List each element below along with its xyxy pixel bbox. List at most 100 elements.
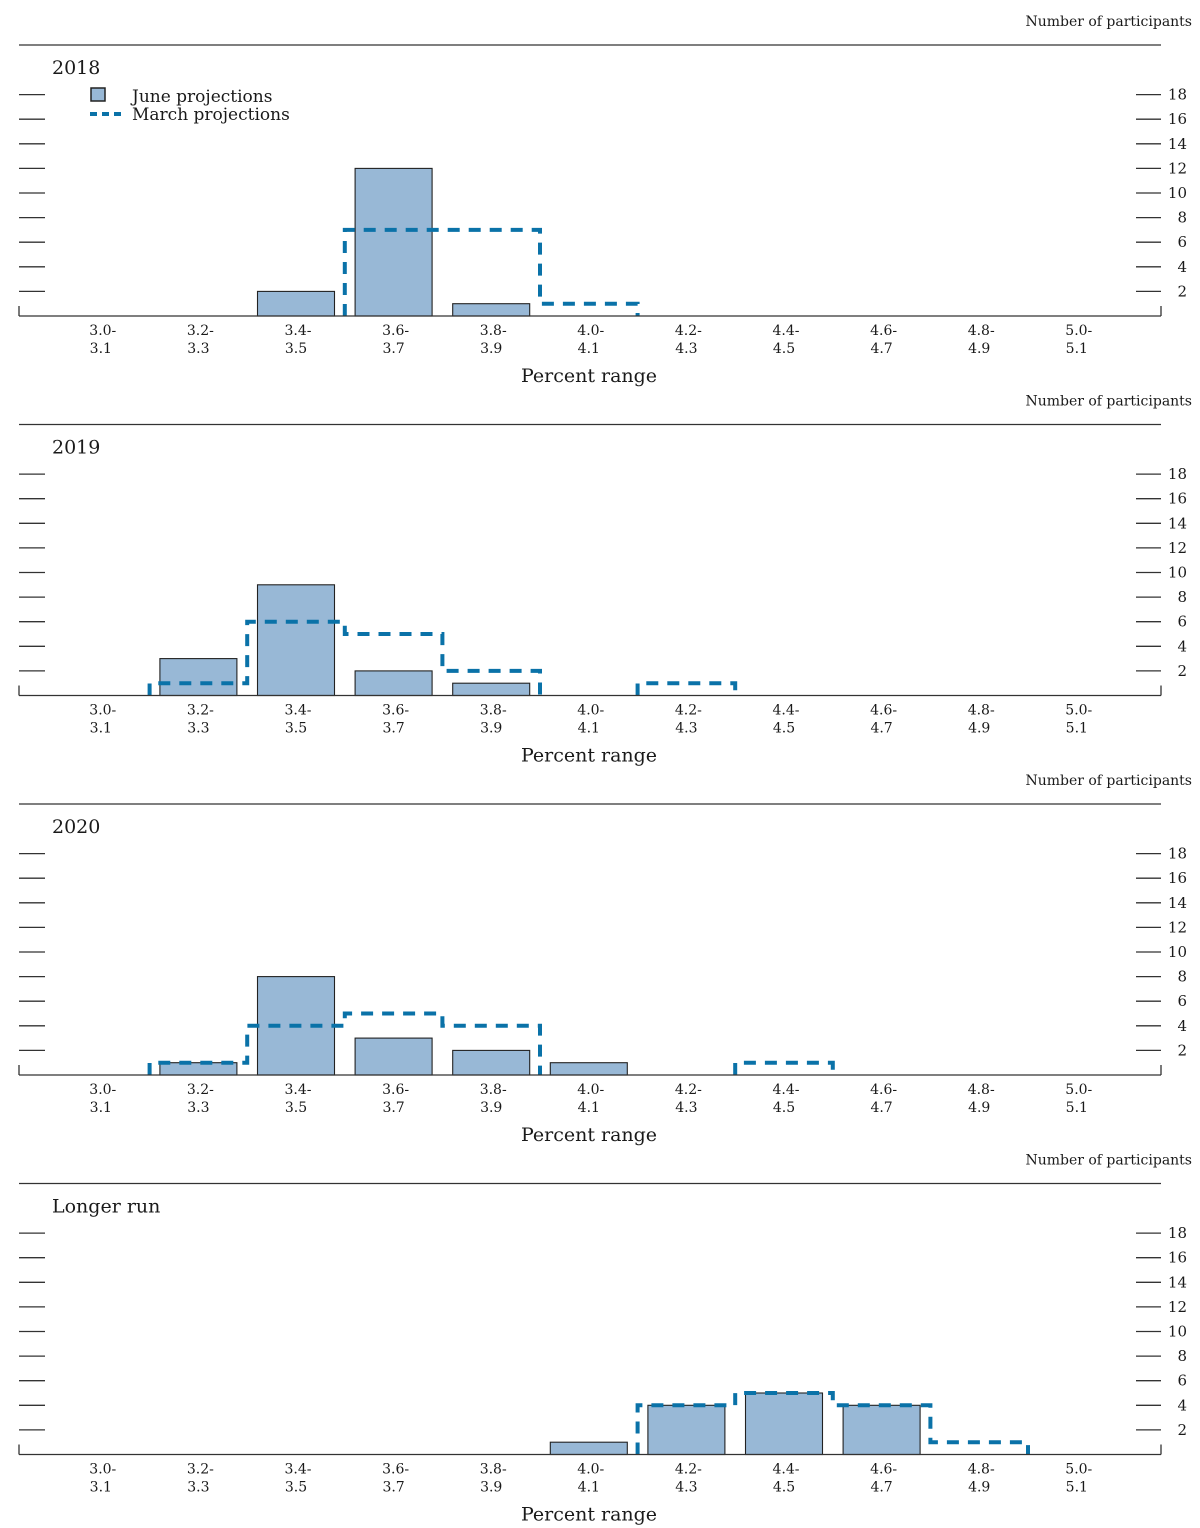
x-tick-label-top: 4.0-: [577, 1462, 604, 1478]
y-tick-label: 6: [1177, 992, 1187, 1010]
y-tick-label: 12: [1168, 159, 1187, 177]
x-tick-label-top: 5.0-: [1065, 1082, 1092, 1098]
x-tick-label-bottom: 4.7: [870, 721, 892, 737]
x-tick-label-bottom: 3.9: [480, 341, 502, 357]
x-tick-label-bottom: 3.9: [480, 1480, 502, 1496]
x-tick-label-bottom: 4.3: [675, 721, 697, 737]
panel-title: Longer run: [52, 1196, 160, 1218]
y-tick-label: 14: [1168, 1273, 1187, 1291]
y-tick-label: 16: [1168, 110, 1187, 128]
y-tick-label: 12: [1168, 1298, 1187, 1316]
x-tick-label-top: 4.0-: [577, 323, 604, 339]
x-tick-label-bottom: 3.9: [480, 1100, 502, 1116]
x-tick-label-bottom: 3.1: [90, 721, 112, 737]
june-bar-3.4-3.5: [256, 290, 336, 317]
x-tick-label-top: 3.2-: [187, 1082, 214, 1098]
june-bar-3.6-3.7: [354, 1037, 433, 1076]
x-tick-label-top: 4.6-: [870, 1082, 897, 1098]
x-tick-label-top: 4.0-: [577, 1082, 604, 1098]
x-tick-label-bottom: 3.3: [187, 721, 209, 737]
x-tick-label-top: 4.4-: [773, 703, 800, 719]
x-tick-label-top: 4.0-: [577, 703, 604, 719]
x-tick-label-bottom: 5.1: [1066, 341, 1088, 357]
y-tick-label: 18: [1168, 845, 1187, 863]
x-tick-label-bottom: 4.7: [870, 1480, 892, 1496]
y-tick-label: 2: [1177, 662, 1187, 680]
x-tick-label-top: 4.2-: [675, 1462, 702, 1478]
x-tick-label-bottom: 3.1: [90, 341, 112, 357]
x-tick-label-bottom: 3.3: [187, 341, 209, 357]
x-tick-label-bottom: 4.9: [968, 721, 990, 737]
x-axis-title: Percent range: [521, 1124, 657, 1146]
x-tick-label-bottom: 5.1: [1066, 1100, 1088, 1116]
june-bar-3.8-3.9: [452, 682, 531, 697]
march-projection-line: [635, 681, 738, 696]
panel-title: 2018: [52, 57, 100, 79]
x-tick-label-top: 5.0-: [1065, 1462, 1092, 1478]
x-tick-label-top: 4.2-: [675, 703, 702, 719]
y-tick-label: 12: [1168, 539, 1187, 557]
y-tick-label: 16: [1168, 1249, 1187, 1267]
x-tick-label-bottom: 4.5: [773, 1100, 795, 1116]
x-tick-label-bottom: 4.5: [773, 721, 795, 737]
y-tick-label: 8: [1177, 209, 1187, 227]
x-tick-label-top: 3.6-: [382, 1462, 409, 1478]
y-tick-label: 6: [1177, 613, 1187, 631]
x-tick-label-top: 3.0-: [89, 1082, 116, 1098]
x-tick-label-bottom: 3.5: [285, 1480, 307, 1496]
x-tick-label-top: 3.4-: [285, 703, 312, 719]
y-tick-label: 6: [1177, 233, 1187, 251]
y-tick-label: 14: [1168, 894, 1187, 912]
y-tick-label: 4: [1177, 1396, 1187, 1414]
march-projection-line: [733, 1060, 835, 1075]
march-projection-line: [342, 227, 640, 316]
x-tick-label-top: 4.8-: [968, 323, 995, 339]
x-tick-label-bottom: 3.3: [187, 1480, 209, 1496]
chart-panel-2: Number of participants 2020 2 4 6 8 10 12 14 16 18…: [18, 773, 1192, 1146]
x-tick-label-bottom: 3.5: [285, 341, 307, 357]
y-tick-label: 18: [1168, 1224, 1187, 1242]
x-tick-label-top: 4.4-: [773, 323, 800, 339]
x-tick-label-bottom: 3.5: [285, 721, 307, 737]
y-tick-label: 14: [1168, 514, 1187, 532]
x-tick-label-bottom: 3.3: [187, 1100, 209, 1116]
x-tick-label-top: 4.2-: [675, 1082, 702, 1098]
x-tick-label-top: 3.4-: [285, 323, 312, 339]
x-tick-label-bottom: 3.5: [285, 1100, 307, 1116]
x-tick-label-bottom: 4.1: [578, 721, 600, 737]
x-tick-label-top: 4.8-: [968, 1462, 995, 1478]
june-bar-3.6-3.7: [354, 167, 433, 317]
y-tick-label: 10: [1168, 1323, 1187, 1341]
x-tick-label-bottom: 3.7: [382, 721, 404, 737]
x-tick-label-bottom: 4.1: [578, 1480, 600, 1496]
x-tick-label-top: 3.2-: [187, 323, 214, 339]
x-tick-label-top: 3.4-: [285, 1082, 312, 1098]
y-tick-label: 18: [1168, 86, 1187, 104]
y-tick-label: 2: [1177, 1421, 1187, 1439]
x-tick-label-bottom: 4.3: [675, 341, 697, 357]
y-tick-label: 12: [1168, 918, 1187, 936]
x-tick-label-top: 4.4-: [773, 1082, 800, 1098]
y-tick-label: 16: [1168, 490, 1187, 508]
x-tick-label-bottom: 3.1: [90, 1100, 112, 1116]
y-tick-label: 2: [1177, 1041, 1187, 1059]
x-tick-label-bottom: 5.1: [1066, 721, 1088, 737]
x-tick-label-bottom: 4.3: [675, 1100, 697, 1116]
y-units-label: Number of participants: [1025, 14, 1192, 30]
x-tick-label-bottom: 4.7: [870, 341, 892, 357]
june-bar-3.2-3.3: [159, 658, 238, 697]
x-tick-label-top: 3.8-: [480, 1082, 507, 1098]
chart-panel-1: Number of participants 2019 2 4 6 8 10 12 14 16 18…: [18, 394, 1192, 767]
x-tick-label-bottom: 4.1: [578, 341, 600, 357]
x-tick-label-bottom: 3.7: [382, 1480, 404, 1496]
x-axis-title: Percent range: [521, 745, 657, 767]
x-tick-label-bottom: 3.9: [480, 721, 502, 737]
x-axis-title: Percent range: [521, 365, 657, 387]
x-tick-label-top: 3.8-: [480, 1462, 507, 1478]
x-tick-label-top: 3.6-: [382, 703, 409, 719]
y-units-label: Number of participants: [1025, 773, 1192, 789]
x-tick-label-bottom: 4.3: [675, 1480, 697, 1496]
x-tick-label-top: 4.8-: [968, 1082, 995, 1098]
june-bar-4.0-4.1: [549, 1062, 628, 1076]
x-tick-label-top: 4.4-: [773, 1462, 800, 1478]
